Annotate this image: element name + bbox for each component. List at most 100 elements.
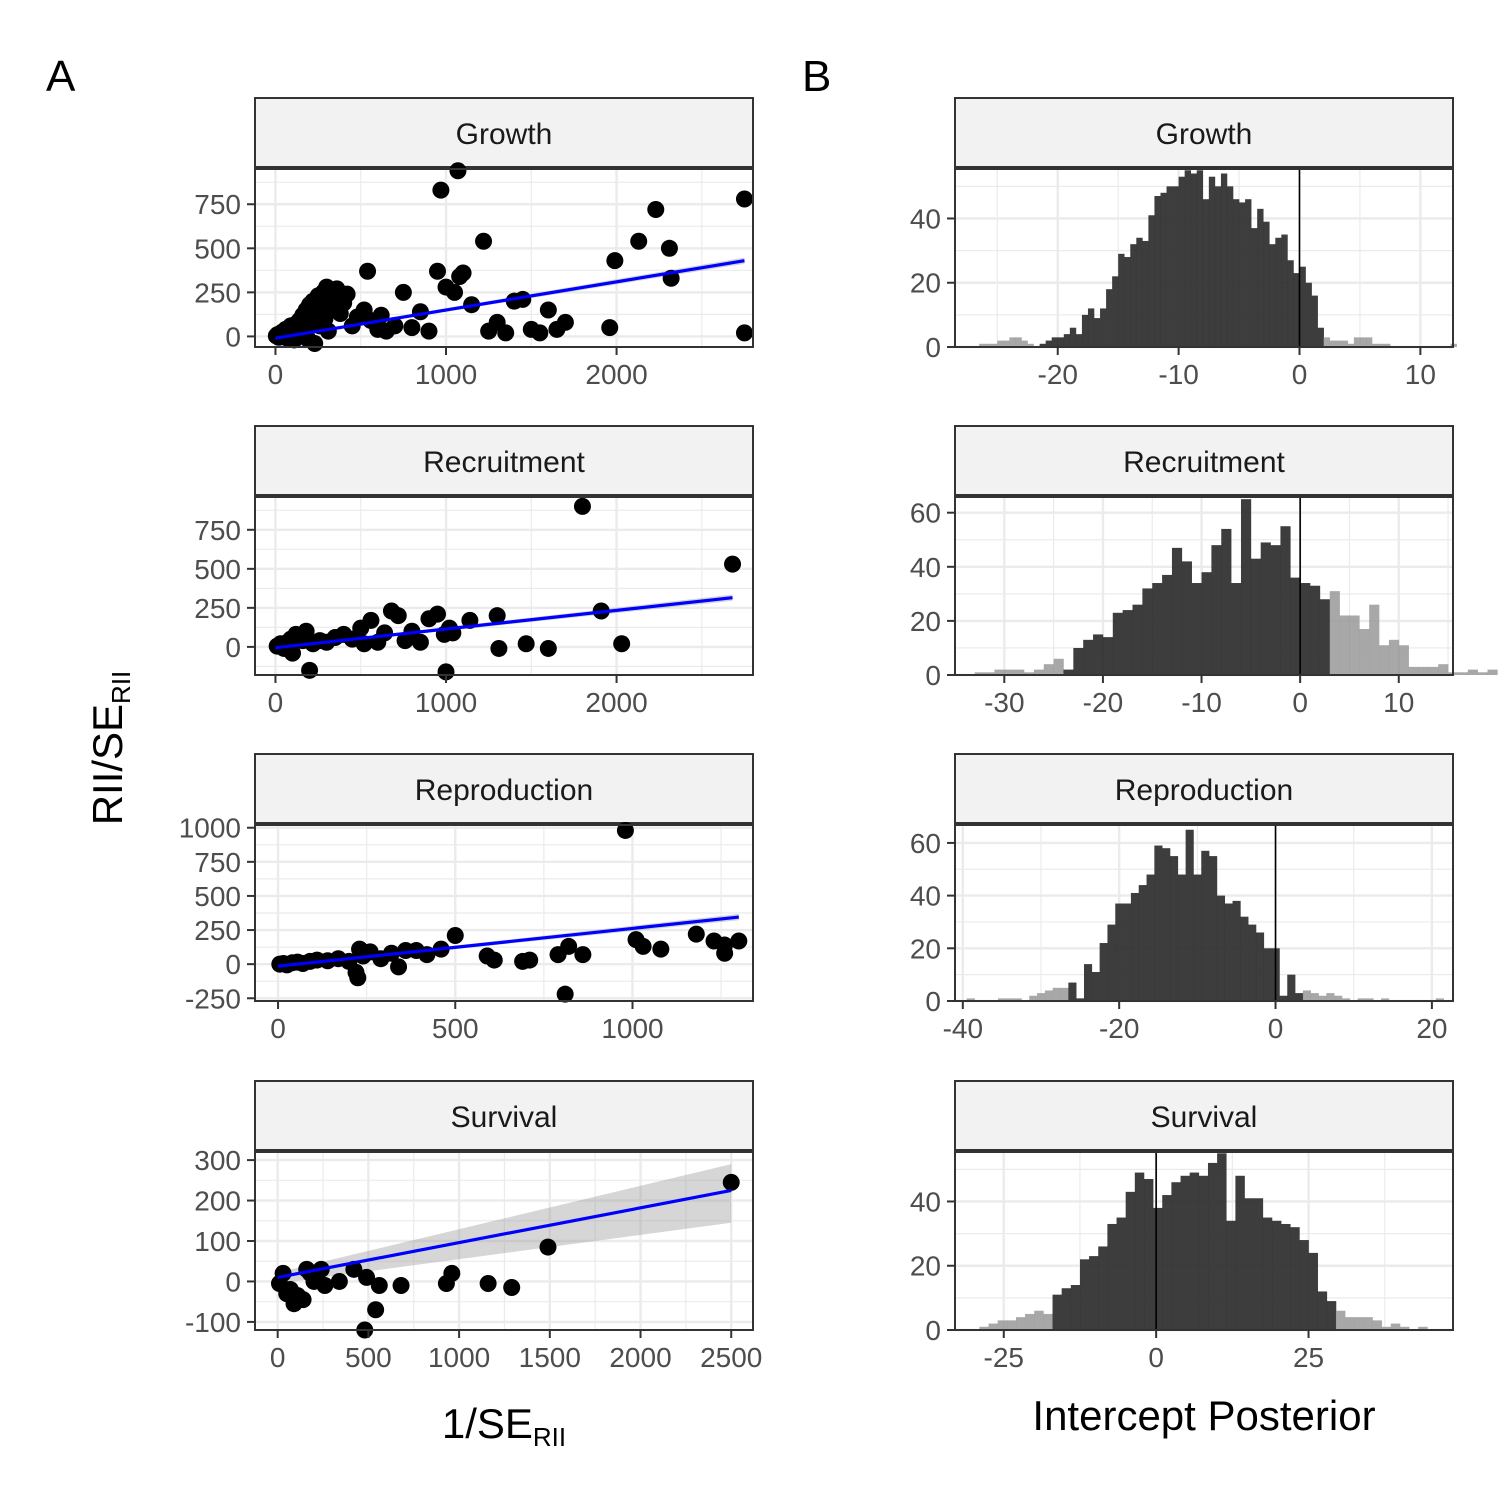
data-point (432, 181, 450, 199)
histogram-bar (1251, 228, 1258, 347)
histogram-bar (1115, 903, 1124, 1001)
histogram-bar (1013, 998, 1022, 1001)
histogram-bar (1069, 327, 1077, 347)
histogram-bar (1136, 237, 1143, 347)
data-point (454, 264, 472, 282)
histogram-bar (1171, 1182, 1181, 1330)
facet-strip-label: Growth (456, 118, 553, 151)
data-point (687, 925, 705, 943)
histogram-bar (1263, 948, 1272, 1001)
histogram-bar (1052, 987, 1061, 1001)
histogram-bar (1326, 993, 1335, 1001)
x-tick-label: 2000 (585, 687, 647, 718)
histogram-bar (1224, 903, 1233, 1001)
histogram-bar (1280, 526, 1291, 675)
y-tick-label: 0 (925, 332, 941, 363)
data-point (316, 1277, 334, 1294)
histogram-bar (1329, 591, 1340, 675)
data-point (488, 607, 506, 625)
histogram-bar (1226, 186, 1234, 347)
histogram-bar (1300, 583, 1311, 675)
histogram-bar (1089, 1256, 1099, 1330)
data-point (503, 1279, 521, 1297)
histogram-bar (1185, 829, 1194, 1001)
data-point (574, 946, 592, 964)
histogram-bar (984, 672, 995, 675)
regression-line (277, 915, 739, 968)
y-tick-label: 250 (194, 593, 241, 624)
histogram-bar (1063, 334, 1071, 347)
histogram-bar (1162, 574, 1173, 675)
histogram-bar (1166, 186, 1173, 347)
histogram-bar (1070, 1285, 1081, 1330)
histogram-bar (1279, 995, 1288, 1001)
data-point (446, 283, 464, 301)
regression-line (275, 259, 745, 340)
x-tick-label: 25 (1293, 1342, 1324, 1373)
growth-scatter-panel: Growth 0 1000 2000 0 250 500 750 (194, 97, 754, 390)
left-y-axis-title-sub: RII (106, 671, 136, 704)
histogram-bar (1130, 244, 1137, 347)
data-point (437, 663, 455, 681)
data-point (479, 1274, 497, 1292)
y-tick-label: 500 (194, 881, 241, 912)
histogram-bar (1317, 1291, 1328, 1330)
histogram-bar (1418, 1326, 1428, 1330)
histogram-bar (1027, 343, 1034, 347)
histogram-bar (1369, 604, 1380, 675)
histogram-bar (1287, 974, 1296, 1001)
y-tick-label: 60 (910, 498, 941, 529)
data-point (420, 322, 438, 340)
panel-border (954, 168, 1454, 348)
histogram-bar (1275, 237, 1282, 347)
confidence-ribbon (277, 1164, 732, 1284)
regression-line (277, 1188, 732, 1279)
histogram-bar (1310, 993, 1319, 1001)
histogram-bar (1281, 1223, 1291, 1330)
y-tick-label: 0 (925, 1315, 941, 1346)
histogram-bar (1339, 615, 1350, 675)
histogram-bar (1248, 924, 1257, 1001)
x-tick-label: -30 (984, 687, 1024, 718)
y-tick-label: 40 (910, 1186, 941, 1217)
data-point (475, 232, 493, 250)
histogram-bar (1201, 850, 1210, 1001)
histogram-bar (1347, 343, 1355, 347)
panel-border (254, 496, 754, 676)
y-tick-label: 200 (194, 1186, 241, 1217)
facet-strip (954, 753, 1454, 824)
data-point (338, 285, 356, 303)
histogram-bar (1326, 1301, 1337, 1330)
histogram-bar (1184, 170, 1192, 347)
histogram-bar (1240, 916, 1249, 1001)
data-point (647, 201, 665, 219)
histogram-bar (1334, 995, 1343, 1001)
data-point (392, 1277, 410, 1294)
histogram-bar (1044, 990, 1054, 1001)
histogram-bar (1003, 340, 1010, 347)
data-point (730, 932, 748, 950)
histogram-bar (1087, 308, 1095, 347)
histogram-bar (1216, 895, 1226, 1001)
panel-border (954, 496, 1454, 676)
histogram-bar (1037, 993, 1046, 1001)
left-x-axis-title-sub: RII (533, 1422, 566, 1452)
x-tick-label: 1000 (415, 359, 477, 390)
histogram-bar (1004, 669, 1015, 675)
histogram-bar (1345, 1317, 1355, 1330)
histogram-bar (1287, 260, 1294, 347)
survival-scatter-panel: Survival 0 500 1000 1500 2000 2500 -100 0 100 200 3… (185, 1080, 762, 1373)
histogram-bar (1299, 1240, 1309, 1330)
histogram-bar (1124, 257, 1131, 347)
histogram-bar (1308, 1252, 1318, 1330)
data-point (606, 252, 624, 270)
y-tick-label: 40 (910, 203, 941, 234)
histogram-bar (1335, 1310, 1346, 1330)
y-tick-label: 40 (910, 552, 941, 583)
right-x-axis-title: Intercept Posterior (1032, 1392, 1375, 1439)
histogram-bar (1178, 176, 1185, 347)
facet-strip-label: Survival (1151, 1101, 1258, 1134)
x-tick-label: 0 (1292, 687, 1308, 718)
panel-label-a: A (46, 52, 76, 101)
histogram-bar (1388, 639, 1400, 675)
